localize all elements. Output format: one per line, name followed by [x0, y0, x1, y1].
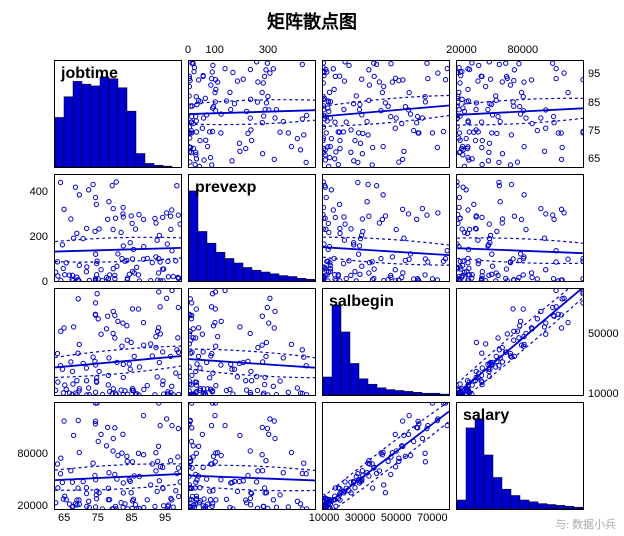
axis-tick: 0: [10, 276, 48, 288]
axis-tick: 85: [588, 97, 600, 109]
axis-tick: 95: [588, 68, 600, 80]
scatter-salary-vs-prevexp: [188, 402, 316, 510]
axis-tick: 100: [200, 44, 230, 56]
axis-tick: 10000: [588, 388, 619, 400]
scatter-jobtime-vs-salbegin: [322, 60, 450, 168]
diag-hist-salary: salary: [456, 402, 584, 510]
axis-tick: 0: [173, 44, 203, 56]
watermark: 与: 数据小兵: [555, 516, 616, 532]
axis-tick: 80000: [10, 448, 48, 460]
diag-hist-salbegin: salbegin: [322, 288, 450, 396]
var-label-prevexp: prevexp: [195, 179, 256, 197]
axis-tick: 20000: [446, 44, 476, 56]
axis-tick: 95: [150, 512, 180, 524]
axis-tick: 75: [588, 125, 600, 137]
axis-tick: 50000: [588, 328, 619, 340]
scatter-jobtime-vs-prevexp: [188, 60, 316, 168]
axis-tick: 400: [10, 186, 48, 198]
axis-tick: 10000: [309, 512, 339, 524]
scatter-prevexp-vs-salary: [456, 174, 584, 282]
var-label-salary: salary: [463, 407, 509, 425]
axis-tick: 65: [49, 512, 79, 524]
scatter-matrix: jobtime prevexp salbegin salary: [54, 60, 584, 510]
axis-tick: 200: [10, 231, 48, 243]
axis-tick: 80000: [508, 44, 538, 56]
axis-tick: 75: [83, 512, 113, 524]
axis-tick: 65: [588, 153, 600, 165]
var-label-salbegin: salbegin: [329, 293, 394, 311]
axis-tick: 30000: [345, 512, 375, 524]
scatter-salbegin-vs-salary: [456, 288, 584, 396]
scatter-jobtime-vs-salary: [456, 60, 584, 168]
axis-tick: 70000: [417, 512, 447, 524]
axis-tick: 50000: [381, 512, 411, 524]
scatter-salbegin-vs-prevexp: [188, 288, 316, 396]
scatter-salary-vs-jobtime: [54, 402, 182, 510]
axis-tick: 85: [116, 512, 146, 524]
axis-tick: 20000: [10, 500, 48, 512]
chart-title: 矩阵散点图: [0, 0, 624, 38]
var-label-jobtime: jobtime: [61, 65, 118, 83]
axis-tick: 300: [253, 44, 283, 56]
scatter-prevexp-vs-salbegin: [322, 174, 450, 282]
scatter-salary-vs-salbegin: [322, 402, 450, 510]
scatter-salbegin-vs-jobtime: [54, 288, 182, 396]
scatter-prevexp-vs-jobtime: [54, 174, 182, 282]
diag-hist-jobtime: jobtime: [54, 60, 182, 168]
diag-hist-prevexp: prevexp: [188, 174, 316, 282]
